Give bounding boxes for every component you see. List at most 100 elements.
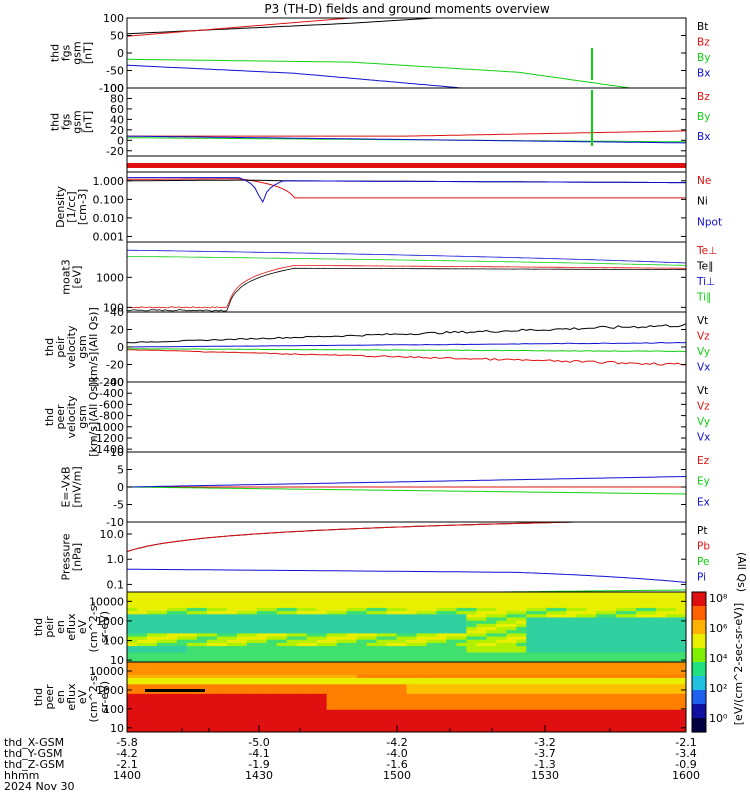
- colorbar-tick-label: 10²: [709, 682, 727, 695]
- data-quality-bar: [127, 163, 686, 168]
- series-Ti⊥: [127, 249, 686, 264]
- x-tick-label: -4.1: [248, 747, 269, 760]
- series-lines: [127, 177, 686, 204]
- colorbar-tick-label: 10⁸: [709, 592, 728, 605]
- y-tick-label: 10: [110, 446, 124, 459]
- y-axis-label: thd: [43, 408, 56, 426]
- y-axis-label: [eV]: [71, 266, 84, 289]
- series-Te⊥: [127, 265, 686, 309]
- x-tick-label: 1500: [383, 769, 411, 782]
- y-tick-label: 0.1: [107, 578, 125, 591]
- y-axis-label: fgs: [60, 44, 73, 61]
- series-Bx: [127, 135, 686, 144]
- y-axis-label: [nPa]: [71, 543, 84, 571]
- x-axis-row-label: thd_Y-GSM: [4, 747, 63, 760]
- y-tick-label: 1.000: [93, 175, 125, 188]
- y-tick-label: 60: [110, 103, 124, 116]
- y-axis-label: en: [54, 620, 67, 634]
- y-axis-label: [nT]: [82, 42, 95, 64]
- panel-2: [126, 155, 687, 173]
- legend-By: By: [697, 52, 710, 64]
- colorbar-title: [eV/(cm^2-sec-sr-eV)]: [732, 603, 745, 725]
- y-axis-label: gsm: [71, 110, 84, 133]
- spectrogram: [127, 662, 686, 732]
- x-tick-label: -0.9: [675, 758, 696, 771]
- y-axis-label: [km/s](All Qs)]: [87, 377, 100, 457]
- legend-Vt: Vt: [697, 385, 708, 397]
- legend-Npot: Npot: [697, 216, 722, 228]
- y-tick-label: 50: [110, 30, 124, 43]
- x-axis-row-label: thd_Z-GSM: [4, 758, 64, 771]
- legend-Pb: Pb: [697, 541, 710, 553]
- legend-Vz: Vz: [697, 331, 710, 343]
- spectrogram: [127, 592, 686, 662]
- legend-Vz: Vz: [697, 401, 710, 413]
- y-tick-label: -20: [106, 145, 124, 158]
- y-tick-label: 10: [110, 654, 124, 667]
- panel-10: 10000 1000 100 10 thdpeerenefluxeV(cm^2-s-sr…: [32, 661, 687, 735]
- x-tick-label: -1.9: [248, 758, 269, 771]
- y-axis-label: [mV/m]: [71, 466, 84, 507]
- series-Bt: [127, 18, 686, 35]
- x-tick-label: 1600: [672, 769, 700, 782]
- y-tick-label: 10: [110, 722, 124, 735]
- y-tick-label: 40: [110, 113, 124, 126]
- x-tick-label: -3.4: [675, 747, 696, 760]
- y-axis-label: Pressure: [60, 533, 73, 580]
- y-axis-label: [nT]: [82, 111, 95, 133]
- series-Ne: [127, 178, 686, 199]
- x-tick-label: -2.1: [116, 758, 137, 771]
- series-lines: [127, 323, 686, 366]
- date-label: 2024 Nov 30: [4, 780, 74, 793]
- series-Ti∥: [127, 255, 686, 266]
- x-tick-label: -3.2: [534, 736, 555, 749]
- y-tick-label: 20: [110, 324, 124, 337]
- y-tick-label: 0.100: [93, 193, 125, 206]
- x-tick-label: 1530: [531, 769, 559, 782]
- series-Bz: [127, 18, 686, 37]
- y-tick-label: 10000: [89, 665, 124, 678]
- x-tick-label: -1.6: [386, 758, 407, 771]
- y-tick-label: 1000: [96, 271, 124, 284]
- x-axis-row-label: thd_X-GSM: [4, 736, 64, 749]
- series-Vt: [127, 323, 686, 344]
- y-axis-label: [1/cc]: [65, 191, 78, 222]
- legend-Vx: Vx: [697, 362, 710, 374]
- panel-7: 10 5 0 -5 -10 E=-VxB[mV/m] Ez Ey Ex: [60, 446, 710, 529]
- y-tick-label: 1.0: [107, 553, 125, 566]
- y-tick-label: -200: [99, 376, 124, 389]
- legend-Ti⊥: Ti⊥: [696, 276, 715, 288]
- panel-frame: [126, 521, 687, 593]
- legend-Pi: Pi: [697, 572, 706, 584]
- colorbar-tick-label: 10⁶: [709, 622, 728, 635]
- panel-6: -200-400-600-800-1000-1200-1400 thdpeerve…: [43, 376, 710, 457]
- series-Pb: [127, 522, 686, 553]
- y-axis-label: sr-eV): [98, 611, 111, 643]
- y-axis-label: [km/s](All Qs)]: [87, 307, 100, 387]
- y-tick-label: 20: [110, 124, 124, 137]
- colorbar: 10⁸ 10⁶ 10⁴ 10² 10⁰ [eV/(cm^2-sec-sr-eV)]: [691, 591, 745, 733]
- y-tick-label: 0: [117, 341, 124, 354]
- y-tick-label: 0.010: [93, 212, 125, 225]
- x-tick-label: -4.0: [386, 747, 407, 760]
- x-tick-label: -4.2: [116, 747, 137, 760]
- y-tick-label: -5: [113, 499, 124, 512]
- legend-Bt: Bt: [697, 21, 708, 33]
- panel-8: 10.0 1.0 0.1 Pressure[nPa] Pt Pb Pe Pi (All Qs): [60, 521, 748, 593]
- y-tick-label: 0: [117, 47, 124, 60]
- series-Pe: [454, 589, 686, 592]
- y-tick-label: 100: [103, 82, 124, 95]
- y-axis-label: thd: [32, 618, 45, 636]
- y-axis-label: peir: [43, 616, 56, 638]
- chart-title: P3 (TH-D) fields and ground moments over…: [264, 2, 549, 16]
- y-tick-label: -10: [106, 516, 124, 529]
- y-axis-label: gsm: [76, 405, 89, 428]
- legend-Ez: Ez: [697, 455, 710, 467]
- colorbar-tick-label: 10⁰: [709, 712, 728, 725]
- legend-Vx: Vx: [697, 432, 710, 444]
- x-tick-label: 1400: [113, 769, 141, 782]
- legend-Te⊥: Te⊥: [696, 245, 717, 257]
- series-Vy: [127, 348, 686, 353]
